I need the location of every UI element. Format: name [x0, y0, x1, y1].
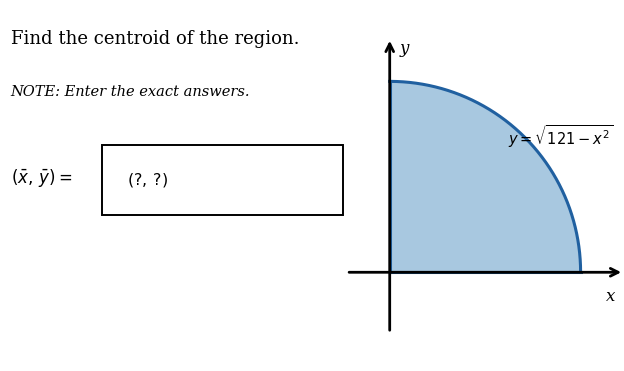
Text: y: y: [399, 40, 409, 57]
Text: Find the centroid of the region.: Find the centroid of the region.: [11, 30, 300, 48]
FancyBboxPatch shape: [102, 145, 343, 215]
Text: x: x: [606, 288, 615, 305]
Polygon shape: [390, 81, 580, 272]
Text: $y = \sqrt{121-x^2}$: $y = \sqrt{121-x^2}$: [508, 124, 613, 150]
Text: $(\bar{x},\,\bar{y}) =$: $(\bar{x},\,\bar{y}) =$: [11, 167, 72, 189]
Text: NOTE: Enter the exact answers.: NOTE: Enter the exact answers.: [11, 85, 250, 99]
Text: $(?,\,?)$: $(?,\,?)$: [127, 171, 168, 189]
